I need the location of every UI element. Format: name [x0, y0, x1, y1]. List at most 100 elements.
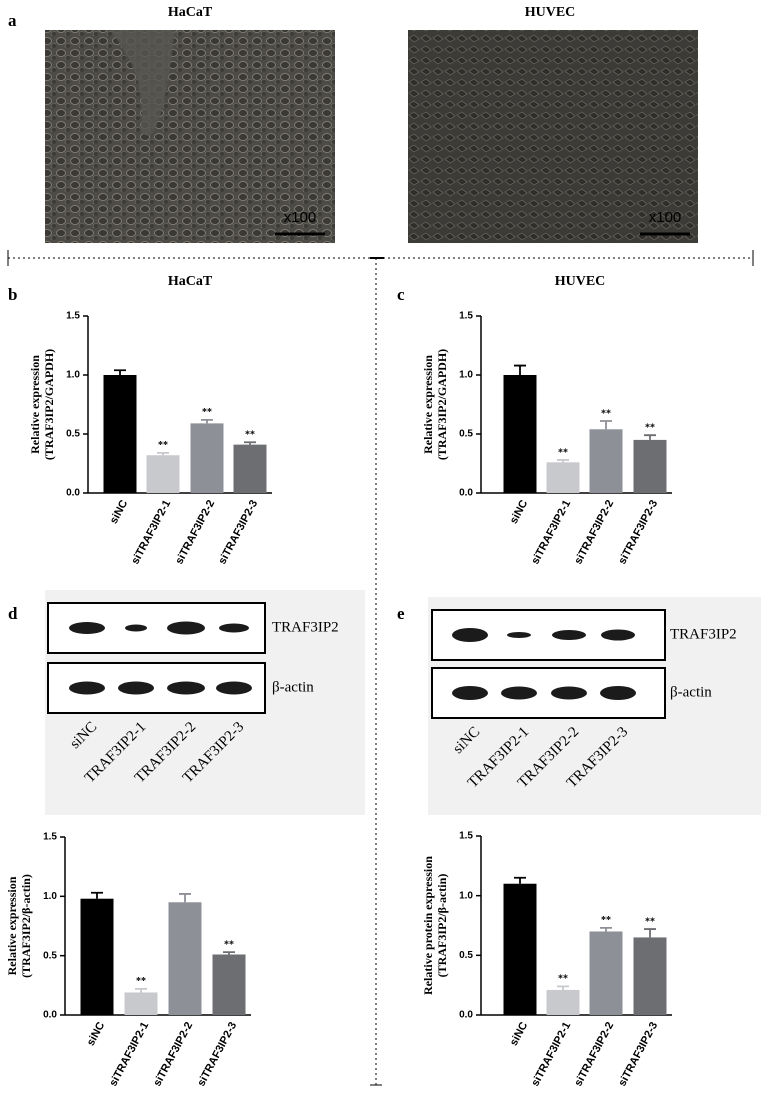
significance: ** [558, 974, 568, 985]
blot-row-label: TRAF3IP2 [670, 626, 737, 642]
error-bar [600, 926, 612, 932]
blot-band [501, 686, 537, 700]
x-tick-label: siNC [108, 498, 130, 526]
significance: ** [645, 422, 655, 433]
x-tick-label: siNC [508, 1020, 530, 1048]
y-tick-label: 0.0 [459, 1010, 473, 1021]
y-tick-label: 1.0 [459, 890, 473, 901]
blot-band [551, 686, 587, 700]
bar [80, 898, 114, 1015]
y-axis-label: Relative protein expression [421, 856, 435, 995]
panel-label: b [8, 285, 17, 304]
y-axis-label: (TRAF3IP2/β-actin) [19, 874, 33, 978]
y-tick-label: 1.5 [66, 311, 80, 322]
chart-title: HUVEC [555, 274, 606, 289]
blot-band [167, 621, 205, 635]
bar [546, 462, 580, 493]
blot-band [167, 681, 205, 695]
significance: ** [601, 915, 611, 926]
error-bar [114, 369, 126, 375]
bar [546, 989, 580, 1015]
bar [589, 931, 623, 1015]
x-tick-label: siTRAF3IP2-3 [216, 498, 260, 566]
y-axis-label: (TRAF3IP2/GAPDH) [435, 349, 449, 460]
panel-label: c [397, 285, 405, 304]
blot-band [69, 622, 105, 634]
y-axis-label: (TRAF3IP2/β-actin) [435, 874, 449, 978]
error-bar [201, 418, 213, 424]
bar [503, 375, 537, 493]
y-tick-label: 1.0 [459, 370, 473, 381]
x-tick-label: siTRAF3IP2-1 [529, 498, 573, 566]
significance: ** [202, 407, 212, 418]
y-tick-label: 0.5 [43, 950, 57, 961]
y-tick-label: 1.0 [43, 891, 57, 902]
x-tick-label: siTRAF3IP2-2 [151, 1020, 195, 1088]
error-bar [244, 441, 256, 445]
micrograph [408, 30, 698, 243]
blot-band [125, 624, 147, 632]
y-tick-label: 0.0 [459, 488, 473, 499]
panel-label: e [397, 604, 405, 623]
micrograph-gap [110, 30, 175, 136]
error-bar [91, 891, 103, 899]
error-bar [179, 893, 191, 903]
y-tick-label: 1.0 [66, 370, 80, 381]
y-tick-label: 0.5 [459, 429, 473, 440]
bar [503, 883, 537, 1015]
x-tick-label: siNC [85, 1020, 107, 1048]
error-bar [514, 876, 526, 884]
bar [124, 992, 158, 1015]
error-bar [600, 420, 612, 430]
significance: ** [158, 440, 168, 451]
blot-band [452, 686, 488, 700]
y-tick-label: 1.5 [459, 311, 473, 322]
error-bar [157, 451, 169, 456]
bar [633, 937, 667, 1015]
bar [233, 444, 267, 493]
bar [589, 429, 623, 493]
y-axis-label: Relative expression [28, 355, 42, 454]
x-tick-label: siTRAF3IP2-1 [107, 1020, 151, 1088]
x-tick-label: siTRAF3IP2-2 [173, 498, 217, 566]
blot-band [552, 630, 586, 640]
x-tick-label: siTRAF3IP2-1 [529, 1020, 573, 1088]
blot-band [452, 628, 488, 642]
micrograph-title: HUVEC [525, 5, 576, 20]
bar [103, 375, 137, 493]
significance: ** [558, 447, 568, 458]
x-tick-label: siTRAF3IP2-2 [572, 498, 616, 566]
y-axis-label: Relative expression [5, 876, 19, 975]
bar [633, 439, 667, 493]
y-axis-label: (TRAF3IP2/GAPDH) [42, 349, 56, 460]
magnification: x100 [284, 209, 317, 226]
bar [168, 902, 202, 1015]
y-tick-label: 1.5 [43, 832, 57, 843]
blot-band [118, 681, 154, 695]
blot-band [601, 629, 635, 641]
magnification: x100 [649, 209, 682, 226]
error-bar [223, 951, 235, 955]
significance: ** [645, 916, 655, 927]
blot-row-label: β-actin [670, 684, 712, 700]
bar [146, 455, 180, 493]
x-tick-label: siTRAF3IP2-3 [195, 1020, 239, 1088]
micrograph [45, 30, 335, 243]
panel-label: d [8, 604, 18, 623]
bar [212, 954, 246, 1015]
error-bar [557, 985, 569, 990]
x-tick-label: siTRAF3IP2-3 [616, 1020, 660, 1088]
x-tick-label: siTRAF3IP2-3 [616, 498, 660, 566]
y-tick-label: 0.0 [43, 1010, 57, 1021]
significance: ** [224, 939, 234, 950]
significance: ** [136, 976, 146, 987]
micrograph-title: HaCaT [168, 5, 213, 20]
x-tick-label: siNC [508, 498, 530, 526]
error-bar [557, 459, 569, 463]
chart-title: HaCaT [168, 274, 213, 289]
significance: ** [601, 408, 611, 419]
panel-label: a [8, 11, 17, 30]
y-tick-label: 1.5 [459, 831, 473, 842]
blot-row-label: TRAF3IP2 [272, 619, 339, 635]
blot-band [600, 686, 636, 700]
